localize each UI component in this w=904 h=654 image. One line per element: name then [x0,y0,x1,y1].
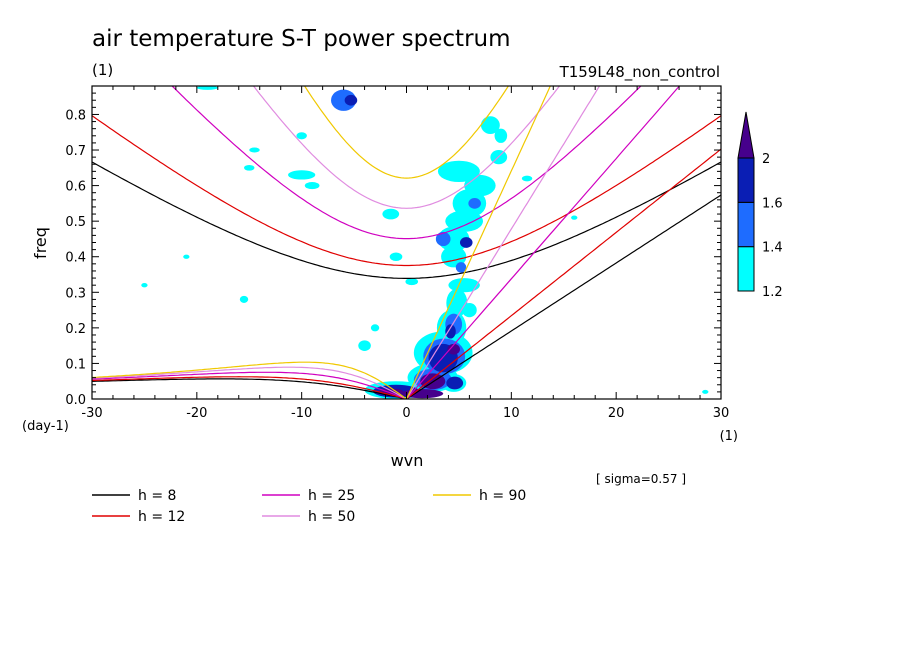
y-tick-label: 0.0 [65,393,86,408]
contour-patch [445,324,456,339]
contour-patch [448,278,480,293]
contour-patch [370,324,380,332]
x-unit-label: (1) [720,429,738,444]
colorbar-extension [737,111,755,159]
contour-patch [446,376,464,390]
contour-patch [358,340,371,351]
contour-patch [702,389,709,394]
contour-patch [288,170,316,180]
contour-patch [494,128,508,143]
contour-patch [141,283,148,288]
contour-patch [296,132,307,140]
contour-patch [239,295,249,303]
contour-patch [445,210,484,232]
contour-patch [435,231,451,247]
contour-patch [437,160,480,183]
kelvin-curve-h25 [406,86,681,399]
colorbar-label: 1.6 [762,196,783,211]
legend-label: h = 90 [479,488,526,504]
contour-patch [382,208,400,220]
colorbar-segment [737,157,755,203]
colorbar-label: 1.2 [762,285,783,300]
contour-patch [196,86,218,90]
contour-patch [183,254,190,259]
y-tick-label: 0.5 [65,215,86,230]
contour-patch [244,164,255,171]
contour-patch [249,147,260,153]
contour-patch [462,302,477,318]
x-tick-label: 0 [402,406,410,421]
contour-patch [405,278,419,286]
kelvin-curve-h12 [406,148,721,399]
contour-patch [304,182,320,190]
x-tick-label: -10 [291,406,312,421]
y-tick-label: 0.2 [65,322,86,337]
x-tick-label: 10 [503,406,520,421]
contour-patch [521,175,533,182]
rossby-curve-h25 [92,371,407,399]
kelvin-curve-h50 [405,86,601,399]
rossby-curve-h12 [92,376,407,399]
legend-label: h = 12 [138,509,185,525]
chart-subtitle-right: T159L48_non_control [559,63,720,82]
y-unit-label: (day-1) [22,419,69,434]
x-tick-label: 20 [608,406,625,421]
x-axis-label: wvn [391,451,424,470]
legend-label: h = 50 [308,509,355,525]
contour-patch [480,116,500,135]
dispersion-curves [92,86,721,399]
gravity-curve-h90 [303,86,510,179]
y-tick-label: 0.1 [65,357,86,372]
y-tick-label: 0.8 [65,108,86,123]
gravity-curve-h8 [92,161,721,279]
gravity-curve-h50 [252,86,561,209]
legend: h = 8 h = 12 h = 25 h = 50 h = 90 [92,488,526,525]
contour-patch [344,94,358,106]
y-tick-label: 0.7 [65,144,86,159]
rossby-curve-h8 [92,378,407,399]
contour-patch [447,343,460,355]
colorbar-segment [737,246,755,292]
contour-patch [459,237,473,248]
x-tick-label: 30 [713,406,730,421]
colorbar-label: 1.4 [762,241,783,256]
colorbar-segment [737,201,755,248]
contour-patch [389,252,403,261]
kelvin-curve-h90 [405,86,551,399]
kelvin-curve-h8 [406,194,721,399]
plot-area: -30 -20 -10 0 10 20 30 0.0 0.1 0.2 0.3 0.4 0.5 0.6 0.7… [65,85,730,421]
legend-label: h = 25 [308,488,355,504]
contour-patch [571,215,578,220]
gravity-curve-h25 [171,86,642,240]
rossby-curve-h50 [92,366,407,399]
sigma-note: [ sigma=0.57 ] [596,472,686,486]
contour-patch [468,198,481,209]
plot-frame [91,85,722,400]
chart-title: air temperature S-T power spectrum [92,26,511,52]
y-tick-label: 0.3 [65,286,86,301]
gravity-curve-h12 [92,115,721,267]
x-tick-label: -30 [81,406,102,421]
y-tick-label: 0.6 [65,180,86,195]
chart-subtitle-left: (1) [92,61,113,79]
x-tick-label: -20 [186,406,207,421]
y-tick-label: 0.4 [65,251,86,266]
colorbar-label: 2 [762,152,770,167]
rossby-curve-h90 [92,361,407,399]
legend-label: h = 8 [138,488,176,504]
colorbar: 2 1.6 1.4 1.2 [737,111,783,300]
contour-fills [141,86,709,399]
contour-patch [455,262,467,273]
contour-patch [331,89,357,111]
y-axis-label: freq [31,227,50,259]
axes: -30 -20 -10 0 10 20 30 0.0 0.1 0.2 0.3 0.4 0.5 0.6 0.7… [65,85,730,421]
